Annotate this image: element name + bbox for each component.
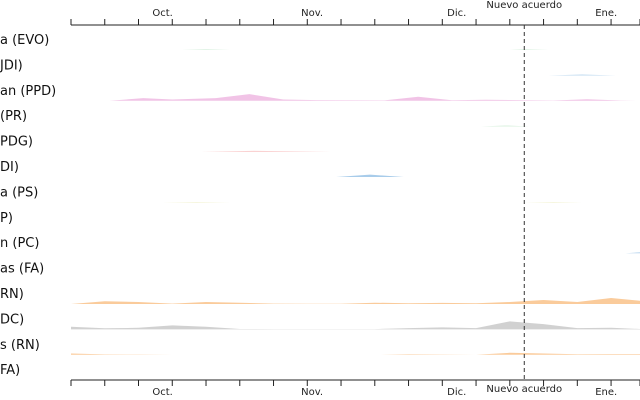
series-area xyxy=(336,174,404,177)
top-axis: Oct. Nov. Dic. Ene. xyxy=(70,8,640,26)
series-area xyxy=(201,150,332,152)
series-area xyxy=(71,352,640,355)
series-label: PDG) xyxy=(0,135,33,150)
series-label: DC) xyxy=(0,312,24,327)
series-area xyxy=(109,94,640,101)
tick-label: Nov. xyxy=(301,387,323,398)
series-row: a (EVO) xyxy=(0,33,549,50)
series-area xyxy=(71,298,640,304)
series-label: n (PC) xyxy=(0,236,39,251)
tick-label: Oct. xyxy=(152,387,172,398)
series-label: FA) xyxy=(0,363,20,378)
series-label: a (PS) xyxy=(0,185,38,200)
series-row: FA) xyxy=(0,363,20,378)
series-row: DC) xyxy=(0,312,640,330)
tick-label: Ene. xyxy=(595,387,617,398)
annotation-label: Nuevo acuerdo xyxy=(486,384,562,395)
series-label: a (EVO) xyxy=(0,33,49,48)
series-label: P) xyxy=(0,211,13,226)
annotation: Nuevo acuerdo Nuevo acuerdo xyxy=(486,0,562,395)
series-row: P) xyxy=(0,211,13,226)
series-row: RN) xyxy=(0,287,640,304)
series-row: a (PS) xyxy=(0,185,583,203)
tick-label: Oct. xyxy=(152,8,172,19)
series-label: JDI) xyxy=(0,58,23,73)
series-row: (PR) xyxy=(0,109,530,127)
tick-label: Nov. xyxy=(301,8,323,19)
series-label: (PR) xyxy=(0,109,27,124)
series-area xyxy=(625,252,640,254)
series-row: s (RN) xyxy=(0,338,640,355)
series-area xyxy=(71,321,640,330)
series-label: RN) xyxy=(0,287,24,302)
series-row: as (FA) xyxy=(0,262,44,277)
series-rows: a (EVO) JDI) an (PPD) (PR) PDG) DI) a (PS) P) n … xyxy=(0,33,640,378)
tick-label: Ene. xyxy=(595,8,617,19)
tick-label: Dic. xyxy=(447,387,466,398)
tick-label: Dic. xyxy=(447,8,466,19)
series-row: n (PC) xyxy=(0,236,640,254)
series-label: DI) xyxy=(0,160,19,175)
annotation-label: Nuevo acuerdo xyxy=(486,0,562,11)
series-row: JDI) xyxy=(0,58,616,76)
series-row: an (PPD) xyxy=(0,84,640,101)
series-label: as (FA) xyxy=(0,262,44,277)
series-label: an (PPD) xyxy=(0,84,56,99)
series-row: PDG) xyxy=(0,135,332,152)
bottom-axis: Oct. Nov. Dic. Ene. xyxy=(70,379,640,398)
series-row: DI) xyxy=(0,160,404,177)
series-label: s (RN) xyxy=(0,338,40,353)
series-area xyxy=(548,74,616,76)
series-area xyxy=(480,125,530,127)
